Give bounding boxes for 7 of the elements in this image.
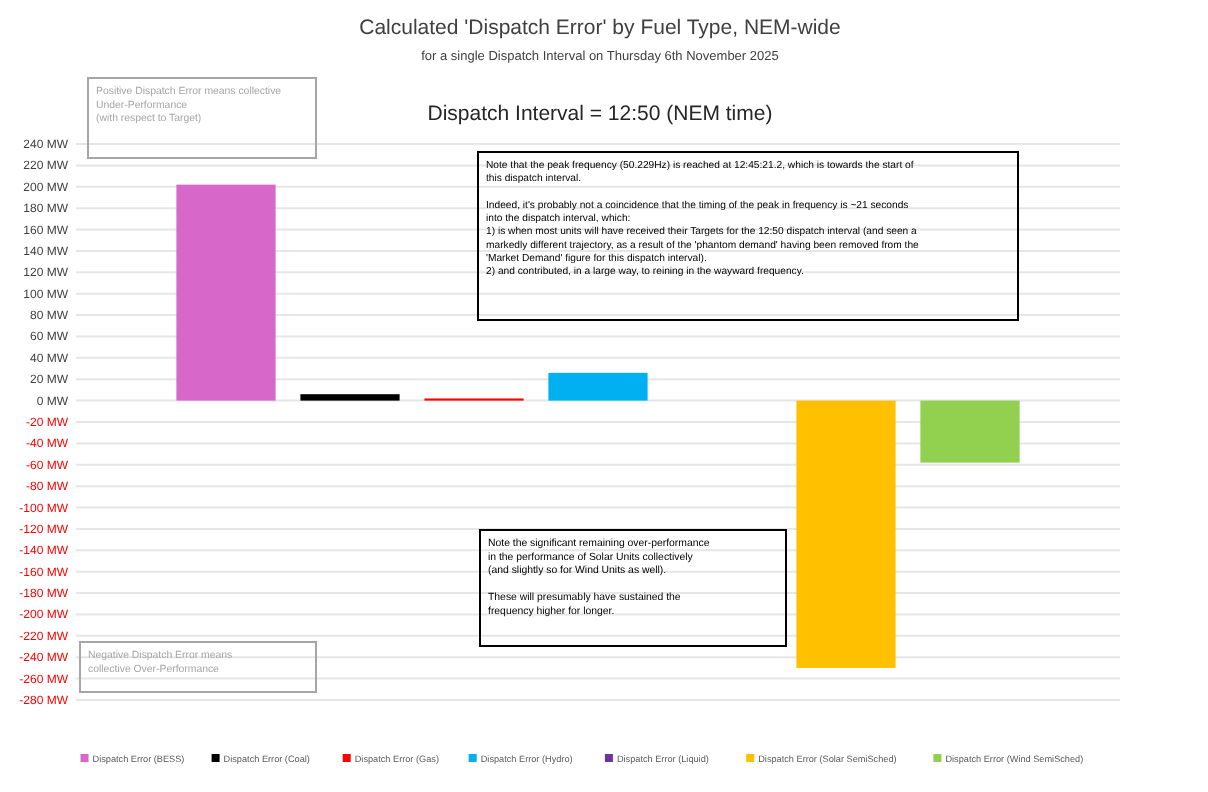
chart-title: Calculated 'Dispatch Error' by Fuel Type, NEM-wide — [359, 16, 842, 40]
bar — [796, 400, 896, 668]
bar — [548, 372, 648, 401]
bar — [300, 394, 400, 401]
bar — [176, 184, 276, 401]
text: Dispatch Interval = 12:50 (NEM time) — [427, 102, 773, 126]
bar — [920, 400, 1020, 463]
